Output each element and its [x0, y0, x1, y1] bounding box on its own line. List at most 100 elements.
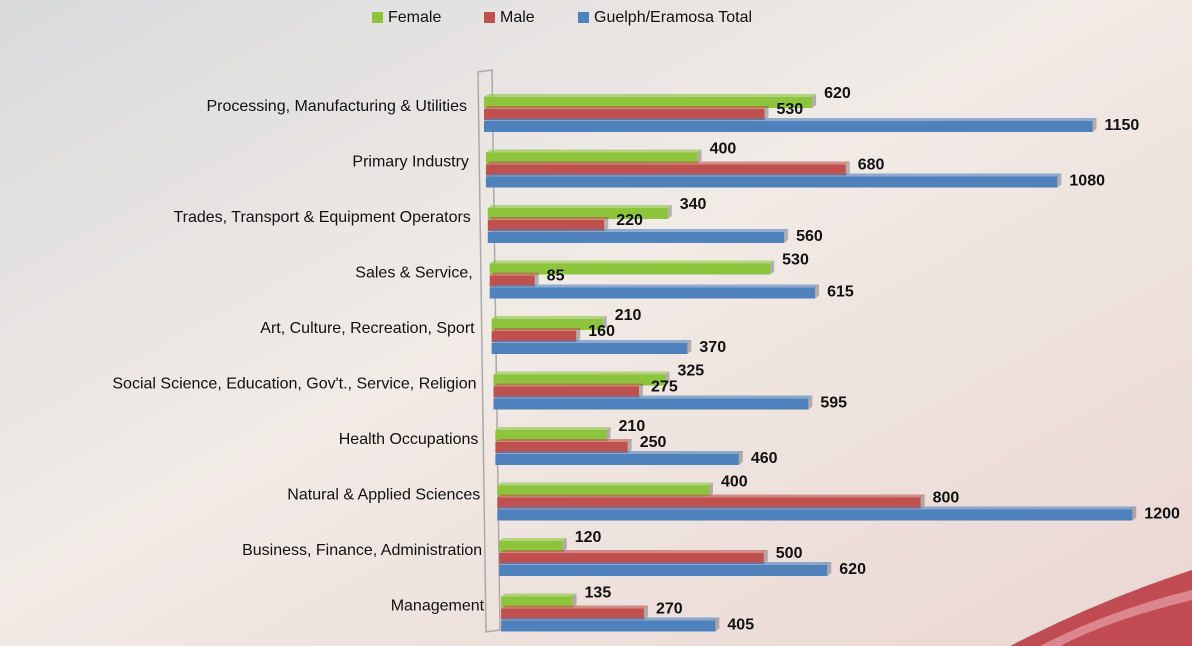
bar-face: [489, 263, 771, 275]
bar-face: [501, 593, 577, 597]
data-label: 530: [776, 101, 803, 118]
legend-swatch: [484, 12, 495, 23]
data-label: 1200: [1144, 506, 1180, 523]
bar-face: [491, 343, 688, 354]
bar-face: [497, 497, 921, 509]
legend-label: Female: [388, 9, 441, 26]
bar-face: [643, 605, 648, 620]
bar-face: [497, 506, 1137, 510]
bar-face: [493, 395, 813, 399]
bar-face: [499, 538, 567, 541]
bar: [489, 260, 775, 275]
bar-face: [497, 494, 925, 498]
data-label: 340: [680, 196, 707, 213]
legend-swatch: [372, 12, 383, 23]
bar-face: [562, 538, 567, 552]
bar-face: [485, 164, 846, 176]
bar-face: [1057, 173, 1062, 188]
bar: [497, 482, 713, 497]
data-label: 325: [677, 363, 704, 380]
bar: [491, 328, 581, 342]
bar-face: [489, 275, 535, 287]
bar-face: [495, 430, 607, 441]
bar-face: [491, 319, 603, 330]
bar-face: [495, 451, 743, 454]
bar: [484, 118, 1097, 132]
category-label: Trades, Transport & Equipment Operators: [173, 209, 470, 226]
bar-face: [501, 608, 644, 620]
bar: [491, 340, 692, 354]
bar-face: [572, 593, 577, 608]
data-label: 85: [547, 268, 565, 285]
bar-face: [770, 260, 775, 275]
bar-face: [667, 205, 672, 219]
bar: [501, 605, 648, 620]
bar-face: [715, 617, 720, 632]
bar-face: [485, 161, 850, 165]
data-label: 560: [796, 228, 823, 245]
bar: [499, 538, 567, 552]
bar: [489, 272, 539, 287]
bar-face: [485, 152, 698, 164]
data-label: 275: [651, 379, 678, 396]
data-label: 270: [656, 601, 683, 618]
data-label: 460: [751, 450, 778, 467]
bar: [495, 451, 743, 465]
bar-face: [487, 208, 668, 219]
bar: [497, 494, 925, 509]
bar-face: [484, 106, 769, 109]
bar-face: [920, 494, 925, 509]
legend-label: Male: [500, 9, 535, 26]
data-label: 1150: [1105, 117, 1140, 134]
bar-face: [784, 229, 789, 243]
bar-face: [484, 121, 1093, 132]
bar-face: [495, 427, 611, 430]
axis-wall: [477, 69, 501, 633]
bar-face: [491, 340, 692, 343]
bar: [497, 506, 1137, 521]
bar-face: [493, 374, 666, 386]
category-label: Management: [391, 598, 485, 615]
bar: [499, 550, 768, 564]
bar-face: [576, 328, 581, 342]
decoration: [1040, 590, 1192, 646]
legend-swatch: [578, 12, 589, 23]
bar-face: [602, 316, 607, 330]
bar-face: [497, 485, 709, 497]
bar-face: [665, 371, 670, 386]
bar-face: [845, 161, 850, 176]
bar: [491, 316, 607, 330]
bar-face: [484, 97, 813, 108]
bar-face: [487, 229, 789, 232]
bar-face: [497, 482, 713, 486]
data-label: 250: [640, 434, 667, 451]
bar-face: [501, 620, 716, 632]
bar-face: [487, 217, 609, 220]
bar-face: [493, 386, 640, 398]
bar: [489, 284, 820, 299]
bar-face: [493, 398, 809, 410]
bar: [495, 427, 611, 441]
bar-face: [487, 205, 672, 208]
bar-face: [487, 220, 605, 231]
bar-face: [1092, 118, 1097, 132]
bar: [487, 205, 672, 219]
data-label: 120: [575, 529, 602, 546]
data-label: 135: [585, 585, 612, 602]
bar-face: [501, 617, 720, 621]
bar-face: [764, 106, 769, 120]
bar-face: [489, 272, 539, 276]
data-label: 220: [616, 212, 643, 229]
bar-face: [499, 550, 768, 553]
bar-face: [1132, 506, 1137, 521]
bar-face: [708, 482, 713, 497]
bar-face: [491, 328, 581, 331]
bar-face: [534, 272, 539, 287]
bar-face: [808, 395, 813, 410]
bar-face: [697, 149, 702, 164]
bar-face: [489, 287, 816, 299]
bar: [493, 383, 644, 398]
bar: [501, 617, 720, 632]
data-label: 500: [776, 545, 803, 562]
data-label: 160: [588, 323, 615, 340]
